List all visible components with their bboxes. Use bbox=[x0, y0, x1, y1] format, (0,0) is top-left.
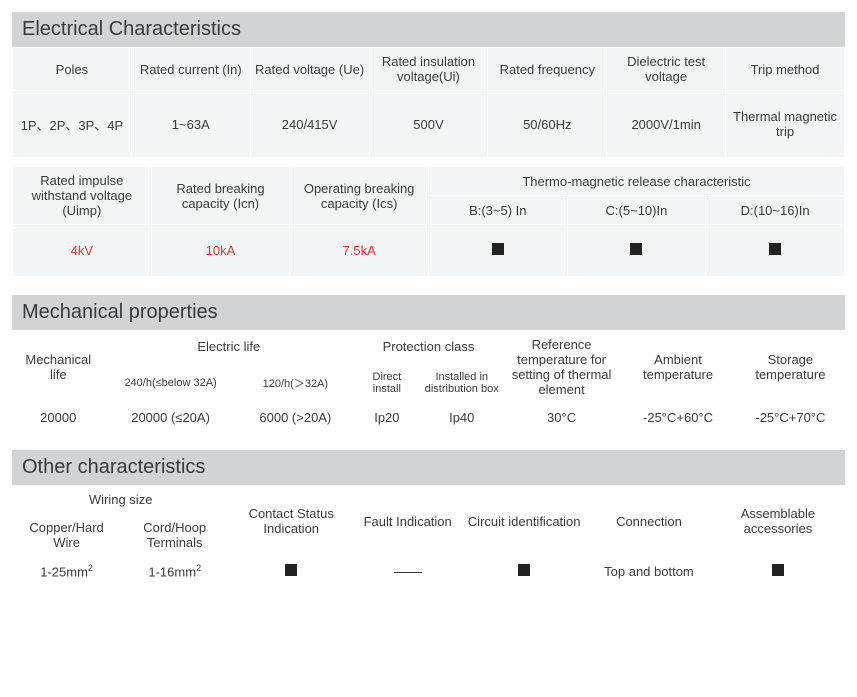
col-subheader: Direct install bbox=[354, 362, 421, 404]
square-icon bbox=[518, 564, 530, 576]
col-header: Dielectric test voltage bbox=[607, 48, 726, 91]
mechanical-table: Mechanical life Electric life Protection… bbox=[12, 330, 845, 432]
cell: -25°C+70°C bbox=[736, 404, 844, 432]
square-icon bbox=[492, 243, 504, 255]
col-header: Wiring size bbox=[13, 486, 229, 514]
cell: Ip40 bbox=[420, 404, 503, 432]
cell: 240/415V bbox=[250, 91, 369, 158]
col-subheader: D:(10~16)In bbox=[706, 196, 845, 225]
col-subheader: Cord/Hoop Terminals bbox=[121, 514, 229, 557]
other-section: Other characteristics Wiring size Contac… bbox=[12, 450, 845, 586]
col-header: Assemblable accessories bbox=[711, 486, 844, 557]
table-header-row: Poles Rated current (In) Rated voltage (… bbox=[13, 48, 845, 91]
table-header-row: Wiring size Contact Status Indication Fa… bbox=[13, 486, 845, 514]
col-header: Mechanical life bbox=[13, 331, 105, 404]
col-header: Connection bbox=[587, 486, 712, 557]
table-row: 1P、2P、3P、4P 1~63A 240/415V 500V 50/60Hz … bbox=[13, 91, 845, 158]
col-header: Contact Status Indication bbox=[229, 486, 354, 557]
cell: Thermal magnetic trip bbox=[726, 91, 845, 158]
table-row: 4kV 10kA 7.5kA bbox=[13, 225, 845, 277]
cell: 2000V/1min bbox=[607, 91, 726, 158]
cell: 20000 bbox=[13, 404, 105, 432]
cell: 50/60Hz bbox=[488, 91, 607, 158]
cell: 20000 (≤20A) bbox=[104, 404, 237, 432]
other-table: Wiring size Contact Status Indication Fa… bbox=[12, 485, 845, 586]
square-icon bbox=[630, 243, 642, 255]
col-header: Protection class bbox=[354, 331, 504, 362]
cell: 1-25mm2 bbox=[13, 557, 121, 586]
cell bbox=[462, 557, 587, 586]
square-icon bbox=[769, 243, 781, 255]
cell: 1P、2P、3P、4P bbox=[13, 91, 132, 158]
cell: 1~63A bbox=[131, 91, 250, 158]
dash-icon bbox=[394, 572, 422, 573]
table-header-row: Mechanical life Electric life Protection… bbox=[13, 331, 845, 362]
col-header: Rated voltage (Ue) bbox=[250, 48, 369, 91]
cell: 1-16mm2 bbox=[121, 557, 229, 586]
cell bbox=[706, 225, 845, 277]
cell bbox=[354, 557, 462, 586]
table-row: 20000 20000 (≤20A) 6000 (>20A) Ip20 Ip40… bbox=[13, 404, 845, 432]
mechanical-section: Mechanical properties Mechanical life El… bbox=[12, 295, 845, 432]
col-header: Storage temperature bbox=[736, 331, 844, 404]
col-header: Trip method bbox=[726, 48, 845, 91]
col-subheader: Copper/Hard Wire bbox=[13, 514, 121, 557]
mechanical-title: Mechanical properties bbox=[12, 295, 845, 330]
cell: 30°C bbox=[503, 404, 619, 432]
electrical-section: Electrical Characteristics Poles Rated c… bbox=[12, 12, 845, 277]
cell: -25°C+60°C bbox=[620, 404, 736, 432]
square-icon bbox=[772, 564, 784, 576]
col-header: Reference temperature for setting of the… bbox=[503, 331, 619, 404]
electrical-table-2: Rated impulse withstand voltage (Uimp) R… bbox=[12, 166, 845, 277]
cell: 500V bbox=[369, 91, 488, 158]
table-row: 1-25mm2 1-16mm2 Top and bottom bbox=[13, 557, 845, 586]
col-header: Poles bbox=[13, 48, 132, 91]
col-subheader: Installed in distribution box bbox=[420, 362, 503, 404]
cell bbox=[567, 225, 706, 277]
cell: 7.5kA bbox=[290, 225, 429, 277]
electrical-table-1: Poles Rated current (In) Rated voltage (… bbox=[12, 47, 845, 158]
col-header: Fault Indication bbox=[354, 486, 462, 557]
cell: 4kV bbox=[13, 225, 152, 277]
cell: 10kA bbox=[151, 225, 290, 277]
cell bbox=[711, 557, 844, 586]
square-icon bbox=[285, 564, 297, 576]
cell: 6000 (>20A) bbox=[237, 404, 353, 432]
electrical-title: Electrical Characteristics bbox=[12, 12, 845, 47]
col-subheader: 120/h(＞32A) bbox=[237, 362, 353, 404]
col-header: Rated frequency bbox=[488, 48, 607, 91]
cell bbox=[229, 557, 354, 586]
cell: Ip20 bbox=[354, 404, 421, 432]
col-header: Thermo-magnetic release characteristic bbox=[428, 167, 844, 196]
col-header: Rated insulation voltage(Ui) bbox=[369, 48, 488, 91]
col-subheader: B:(3~5) In bbox=[428, 196, 567, 225]
col-header: Rated impulse withstand voltage (Uimp) bbox=[13, 167, 152, 225]
col-subheader: 240/h(≤below 32A) bbox=[104, 362, 237, 404]
cell: Top and bottom bbox=[587, 557, 712, 586]
table-header-row: Rated impulse withstand voltage (Uimp) R… bbox=[13, 167, 845, 196]
col-header: Operating breaking capacity (Ics) bbox=[290, 167, 429, 225]
col-header: Rated current (In) bbox=[131, 48, 250, 91]
col-header: Electric life bbox=[104, 331, 354, 362]
col-subheader: C:(5~10)In bbox=[567, 196, 706, 225]
cell bbox=[428, 225, 567, 277]
other-title: Other characteristics bbox=[12, 450, 845, 485]
col-header: Rated breaking capacity (Icn) bbox=[151, 167, 290, 225]
col-header: Ambient temperature bbox=[620, 331, 736, 404]
col-header: Circuit identification bbox=[462, 486, 587, 557]
